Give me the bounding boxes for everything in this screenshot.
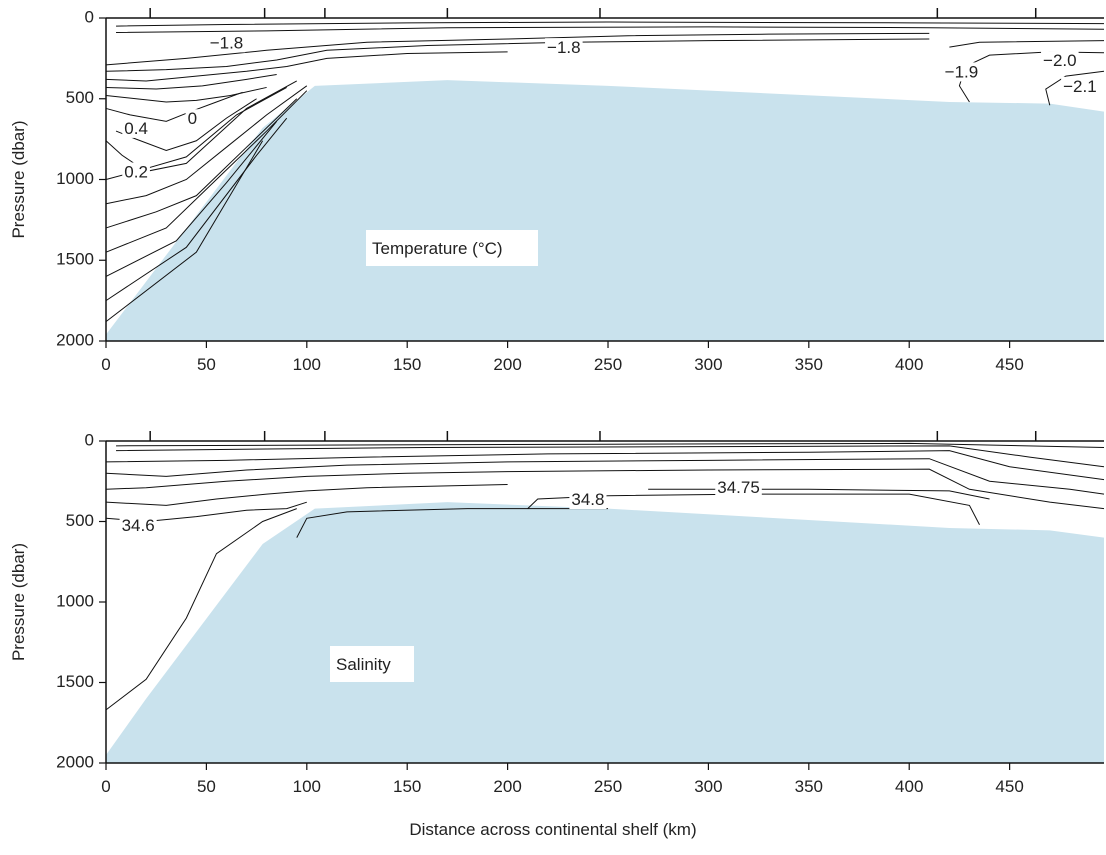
y-tick-label: 2000 bbox=[56, 330, 94, 349]
contour-line bbox=[116, 445, 1105, 468]
panel-label: Salinity bbox=[336, 655, 391, 674]
x-tick-label: 400 bbox=[895, 355, 923, 374]
x-tick-label: 0 bbox=[101, 777, 110, 796]
contour-label: −1.9 bbox=[945, 62, 979, 81]
x-tick-label: 300 bbox=[694, 355, 722, 374]
contour-line bbox=[105, 38, 930, 72]
x-tick-label: 200 bbox=[493, 355, 521, 374]
panel-temperature: Temperature (°C) −1.8 −1.8 −1.9 −2.0 −2.1 0.4 0… bbox=[9, 7, 1105, 374]
y-tick-label: 500 bbox=[66, 88, 94, 107]
y-tick-label: 1000 bbox=[56, 169, 94, 188]
y-tick-label: 1500 bbox=[56, 250, 94, 269]
contour-label: 34.75 bbox=[717, 478, 760, 497]
x-tick-label: 50 bbox=[197, 355, 216, 374]
contour-line bbox=[105, 508, 297, 711]
contour-line bbox=[105, 51, 508, 82]
panel-label: Temperature (°C) bbox=[372, 239, 503, 258]
x-tick-label: 100 bbox=[293, 355, 321, 374]
contour-line bbox=[105, 117, 288, 302]
x-tick-label: 250 bbox=[594, 355, 622, 374]
contour-label-bg bbox=[569, 490, 607, 510]
x-tick-label: 50 bbox=[197, 777, 216, 796]
panel-label-box bbox=[330, 646, 414, 682]
y-tick-label: 1500 bbox=[56, 672, 94, 691]
contour-line bbox=[116, 26, 1105, 34]
contour-label: 0 bbox=[188, 109, 197, 128]
contour-line bbox=[105, 90, 308, 253]
contour-line bbox=[1045, 70, 1105, 106]
contour-line bbox=[105, 85, 308, 205]
contour-line bbox=[116, 442, 1105, 448]
panel-label-box bbox=[366, 230, 538, 266]
contour-label: 0.4 bbox=[124, 119, 148, 138]
contour-label-bg bbox=[1041, 51, 1079, 71]
x-tick-label: 400 bbox=[895, 777, 923, 796]
x-tick-label: 300 bbox=[694, 777, 722, 796]
x-tick-label: 0 bbox=[101, 355, 110, 374]
contour-label: −1.8 bbox=[547, 38, 581, 57]
x-tick-label: 150 bbox=[393, 355, 421, 374]
seafloor-area bbox=[106, 502, 1104, 763]
x-tick-label: 450 bbox=[995, 355, 1023, 374]
y-tick-label: 0 bbox=[85, 7, 94, 26]
contour-line bbox=[105, 80, 298, 172]
contour-line bbox=[105, 86, 267, 103]
x-tick-label: 350 bbox=[795, 355, 823, 374]
x-tick-label: 250 bbox=[594, 777, 622, 796]
contour-line bbox=[116, 21, 1105, 27]
x-tick-label: 450 bbox=[995, 777, 1023, 796]
contour-line bbox=[296, 508, 609, 538]
y-axis-title: Pressure (dbar) bbox=[9, 543, 28, 661]
contour-label-bg bbox=[185, 109, 200, 129]
contour-label: 34.6 bbox=[122, 516, 155, 535]
contour-line bbox=[105, 458, 1105, 495]
contour-label: −2.1 bbox=[1063, 77, 1097, 96]
contour-label-bg bbox=[122, 118, 150, 138]
y-tick-label: 2000 bbox=[56, 752, 94, 771]
contour-label: 34.8 bbox=[571, 490, 604, 509]
seafloor-area bbox=[106, 80, 1104, 342]
contour-line bbox=[105, 450, 1105, 481]
contour-line bbox=[105, 74, 277, 90]
contour-label-bg bbox=[207, 33, 246, 53]
contour-line bbox=[105, 32, 930, 66]
contour-label-bg bbox=[119, 515, 157, 535]
contour-line bbox=[105, 91, 243, 122]
contour-label: 0.2 bbox=[124, 163, 148, 182]
contour-line bbox=[105, 483, 508, 506]
contour-label: −2.0 bbox=[1043, 51, 1077, 70]
x-axis-title: Distance across continental shelf (km) bbox=[409, 820, 697, 839]
y-tick-label: 500 bbox=[66, 511, 94, 530]
y-tick-label: 1000 bbox=[56, 591, 94, 610]
contour-line bbox=[105, 140, 264, 323]
contour-label-bg bbox=[545, 38, 583, 58]
panel-salinity: Salinity 34.6 34.8 34.75 0 50 100 150 200 250 300 3… bbox=[9, 430, 1105, 796]
y-tick-label: 0 bbox=[85, 430, 94, 449]
y-axis-title: Pressure (dbar) bbox=[9, 120, 28, 238]
x-tick-label: 350 bbox=[795, 777, 823, 796]
contour-label-bg bbox=[1061, 76, 1099, 96]
contour-label: −1.8 bbox=[210, 33, 244, 52]
contour-line bbox=[105, 98, 298, 229]
x-tick-label: 100 bbox=[293, 777, 321, 796]
x-tick-label: 200 bbox=[493, 777, 521, 796]
contour-label-bg bbox=[942, 62, 981, 82]
contour-line bbox=[949, 40, 1105, 48]
contour-label-bg bbox=[122, 162, 150, 182]
x-tick-label: 150 bbox=[393, 777, 421, 796]
contour-label-bg bbox=[715, 477, 762, 497]
contour-line bbox=[105, 468, 1105, 510]
contour-line bbox=[105, 121, 278, 277]
